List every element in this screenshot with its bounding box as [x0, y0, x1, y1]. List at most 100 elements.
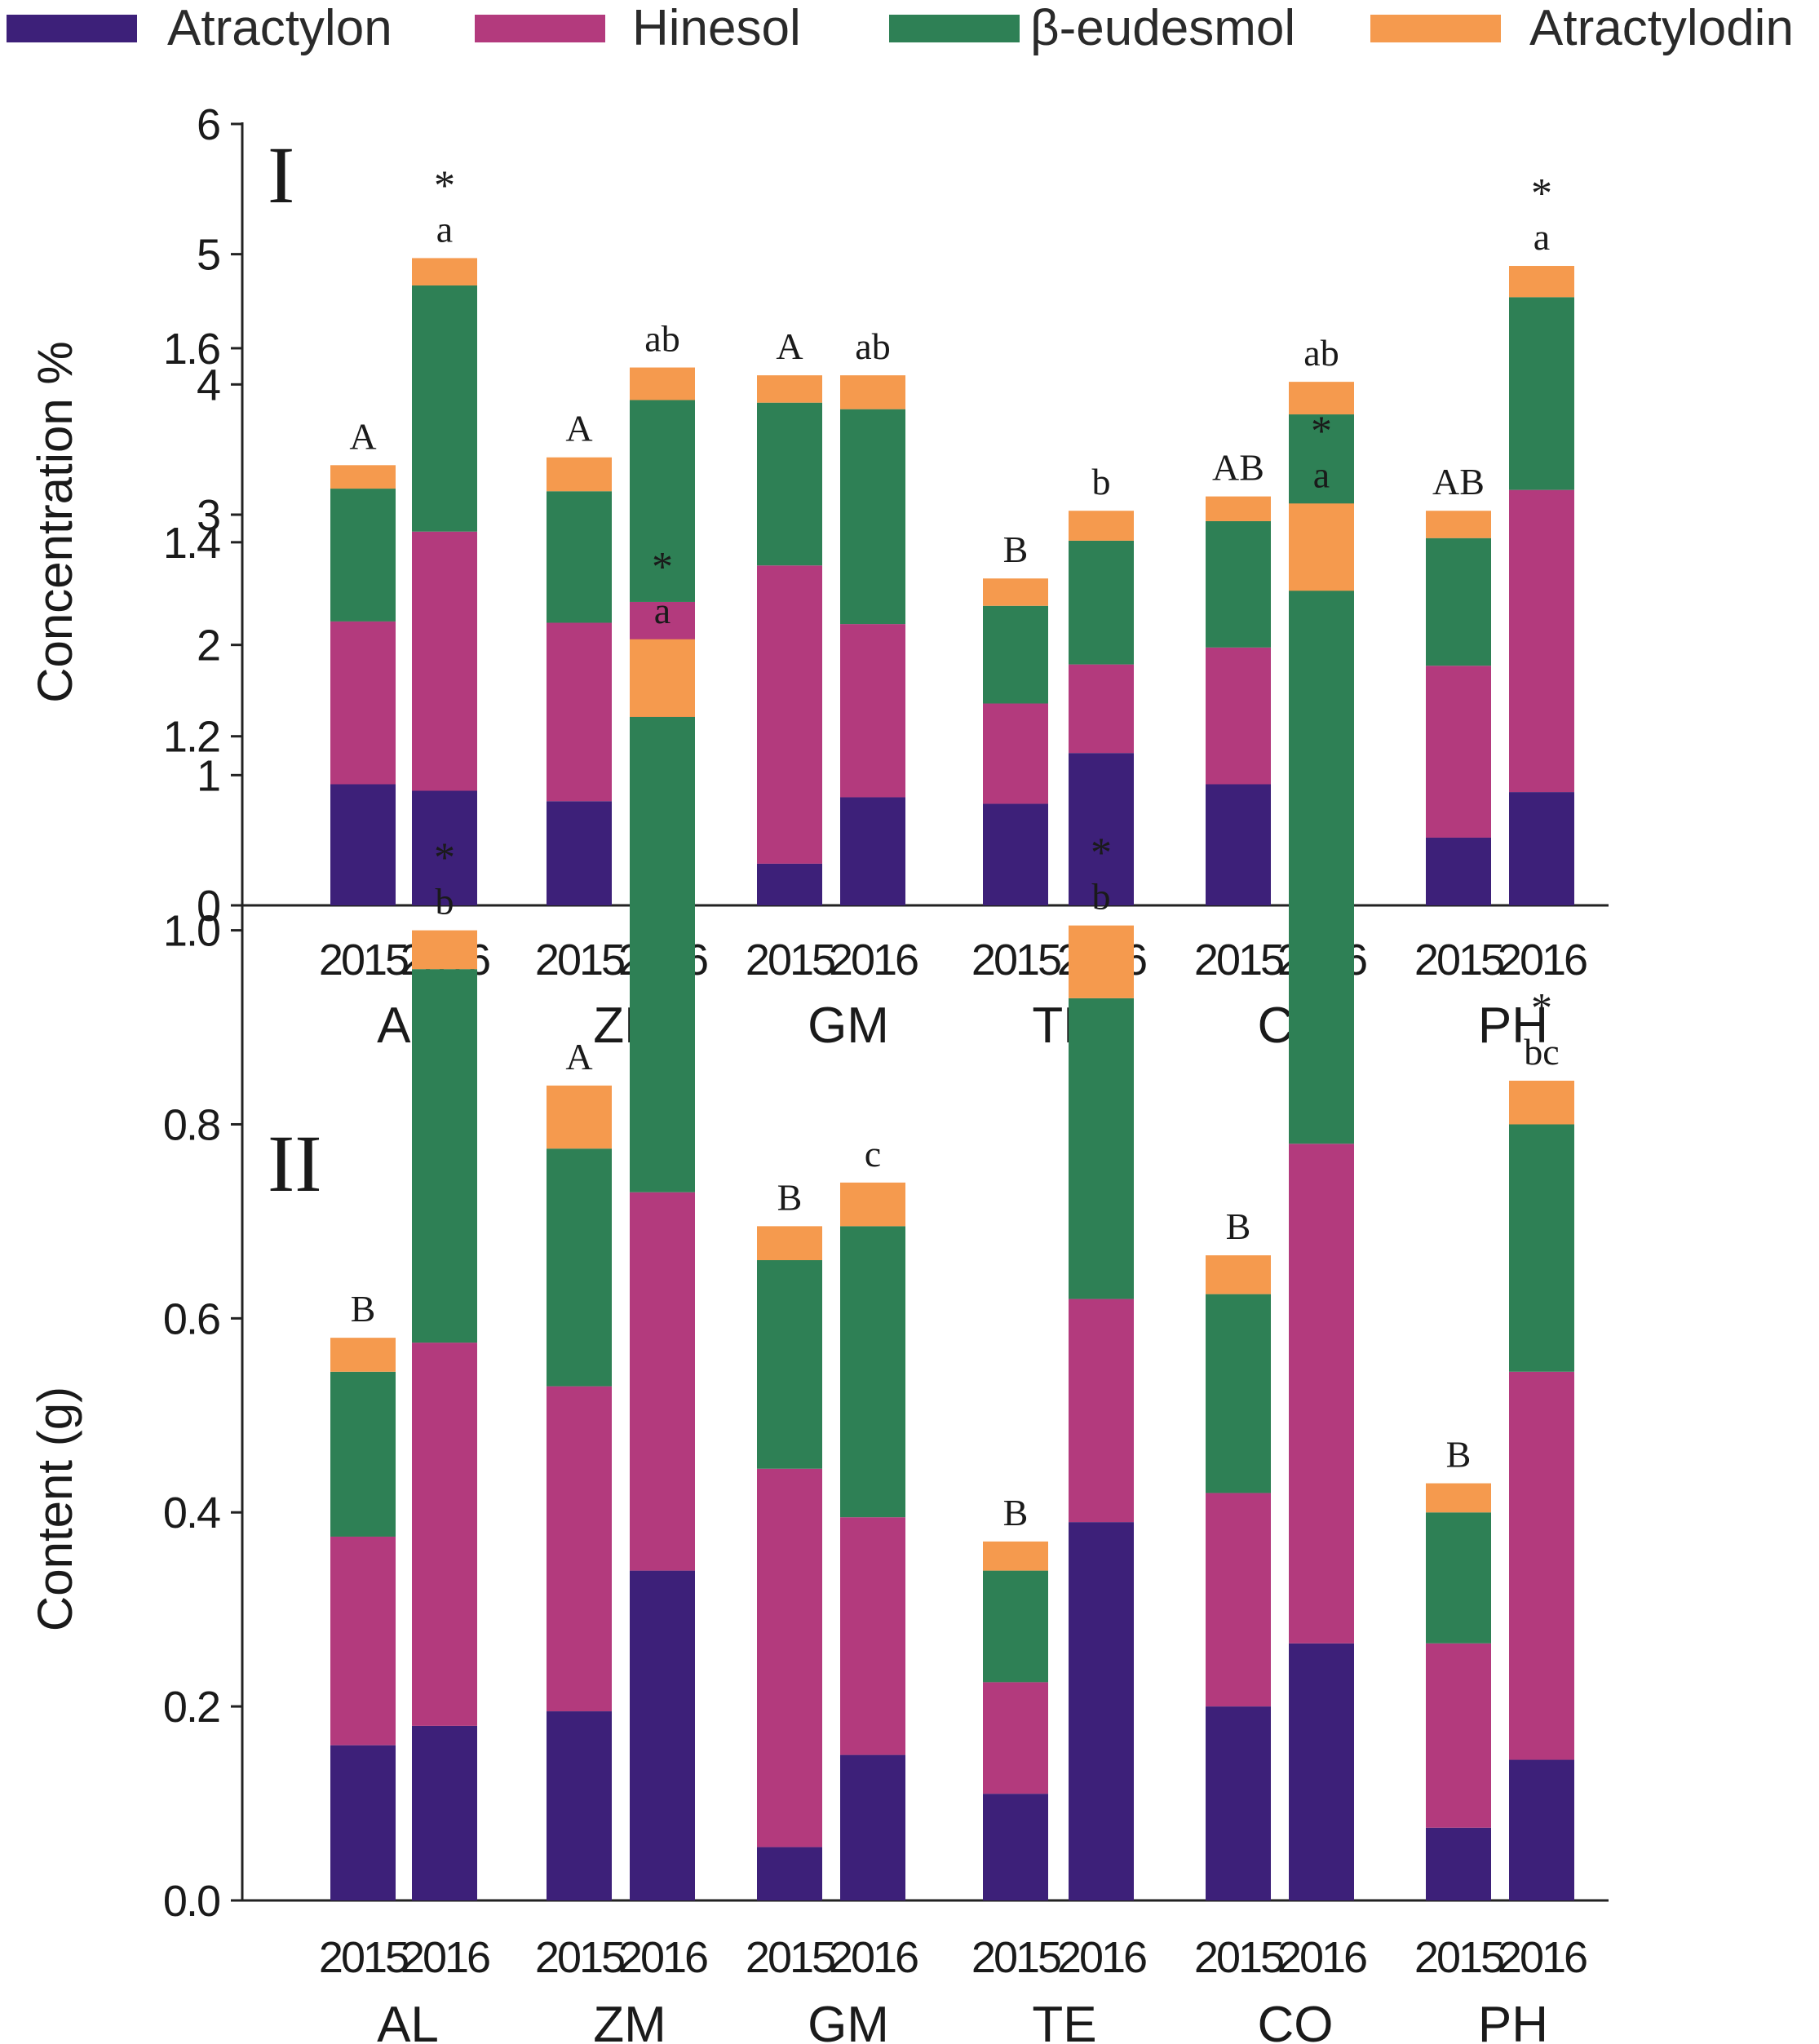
x-tick-label-year: 2015 [746, 1933, 834, 1982]
bar-co-2016-beta-eudesmol [1289, 591, 1354, 1144]
bar-gm-2015-hinesol [757, 1468, 822, 1847]
legend: Atractylon Hinesol β-eudesmol Atractylodin [7, 0, 1794, 56]
bar-al-2016-hinesol [412, 531, 477, 791]
bar-co-2015-atractylodin [1206, 496, 1271, 521]
x-tick-label-year: 2015 [1194, 1933, 1283, 1982]
legend-label-hinesol: Hinesol [632, 0, 801, 56]
y-tick-label: 0.0 [163, 1877, 219, 1926]
bar-co-2016-atractylon [1289, 1643, 1354, 1900]
bar-te-2015-hinesol [983, 1682, 1048, 1794]
bar-ph-2016-atractylodin [1509, 266, 1574, 298]
significance-letter: ab [1303, 332, 1339, 374]
bar-zm-2015-atractylodin [547, 1085, 612, 1149]
bar-gm-2016-atractylodin [840, 375, 905, 409]
bar-te-2016-hinesol [1069, 664, 1134, 754]
significance-letter: B [1003, 1492, 1029, 1533]
x-group-label-co: CO [1258, 1997, 1334, 2044]
significance-star: * [1531, 985, 1552, 1032]
x-tick-label-year: 2016 [618, 1933, 707, 1982]
x-group-label-gm: GM [808, 998, 889, 1054]
x-group-label-te: TE [1032, 1997, 1096, 2044]
panel-label: I [268, 130, 294, 220]
significance-star: * [434, 162, 455, 209]
bar-gm-2016-hinesol [840, 624, 905, 798]
bar-ph-2016-beta-eudesmol [1509, 297, 1574, 490]
y-tick-label: 5 [197, 231, 219, 280]
bar-al-2015-atractylon [330, 1745, 396, 1900]
bar-ph-2015-atractylon [1426, 1827, 1491, 1900]
x-tick-label-year: 2015 [971, 936, 1060, 984]
panel-label: II [268, 1118, 322, 1209]
bar-te-2015-atractylodin [983, 578, 1048, 606]
legend-label-atractylodin: Atractylodin [1529, 0, 1794, 56]
x-tick-label-year: 2016 [829, 936, 918, 984]
legend-swatch-atractylon [7, 15, 137, 42]
bar-ph-2015-hinesol [1426, 666, 1491, 838]
y-tick-label: 4 [197, 361, 220, 409]
bar-gm-2016-beta-eudesmol [840, 1226, 905, 1518]
bar-gm-2016-beta-eudesmol [840, 409, 905, 625]
bar-gm-2016-atractylodin [840, 1182, 905, 1227]
y-tick-label: 0.2 [163, 1683, 219, 1732]
bar-zm-2016-beta-eudesmol [630, 716, 695, 1192]
bar-gm-2015-atractylodin [757, 375, 822, 403]
bar-co-2015-beta-eudesmol [1206, 1294, 1271, 1493]
x-tick-label-year: 2015 [1414, 1933, 1503, 1982]
bar-al-2016-hinesol [412, 1343, 477, 1726]
bar-ph-2016-hinesol [1509, 489, 1574, 793]
y-tick-label: 1.4 [163, 519, 220, 568]
bar-al-2015-atractylon [330, 784, 396, 905]
x-tick-label-year: 2015 [1414, 936, 1503, 984]
bar-co-2015-beta-eudesmol [1206, 520, 1271, 648]
significance-letter: ab [644, 318, 679, 360]
x-group-label-ph: PH [1478, 998, 1548, 1054]
y-tick-label: 1.2 [163, 713, 219, 762]
x-group-label-gm: GM [808, 1997, 889, 2044]
y-tick-label: 2 [197, 622, 219, 670]
significance-letter: A [565, 408, 592, 449]
significance-letter: a [654, 590, 671, 631]
significance-star: * [1531, 170, 1552, 217]
legend-swatch-atractylodin [1370, 15, 1501, 42]
panel-content: II Content (g) 0.0 0.2 0.4 0.6 0.8 1.0 1.2 1.4 1.6… [28, 325, 1609, 2044]
significance-letter: A [776, 325, 803, 367]
bar-ph-2015-atractylodin [1426, 511, 1491, 538]
x-tick-label-year: 2015 [319, 1933, 408, 1982]
bar-ph-2016-hinesol [1509, 1371, 1574, 1760]
x-tick-label-year: 2016 [401, 1933, 489, 1982]
legend-swatch-hinesol [475, 15, 605, 42]
legend-label-atractylon: Atractylon [167, 0, 392, 56]
y-tick-label: 3 [197, 491, 219, 540]
bar-te-2016-hinesol [1069, 1299, 1134, 1523]
bar-co-2015-atractylon [1206, 784, 1271, 905]
bar-gm-2015-beta-eudesmol [757, 1259, 822, 1469]
significance-letter: AB [1212, 447, 1264, 489]
bar-ph-2016-atractylon [1509, 1759, 1574, 1900]
bar-ph-2016-atractylodin [1509, 1080, 1574, 1125]
x-tick-label-year: 2016 [1277, 1933, 1366, 1982]
bar-al-2016-atractylodin [412, 930, 477, 970]
x-tick-label-year: 2015 [535, 1933, 624, 1982]
bar-zm-2015-atractylodin [547, 457, 612, 492]
x-tick-label-year: 2015 [535, 936, 624, 984]
significance-letter: a [436, 208, 453, 250]
significance-letter: a [1534, 216, 1550, 258]
bar-gm-2015-atractylon [757, 1847, 822, 1900]
bar-co-2016-atractylodin [1289, 382, 1354, 415]
y-tick-label: 6 [197, 100, 219, 149]
bar-ph-2015-beta-eudesmol [1426, 538, 1491, 666]
bar-co-2015-atractylon [1206, 1706, 1271, 1900]
y-axis-title: Content (g) [28, 1387, 82, 1631]
significance-letter: A [349, 415, 376, 457]
bar-al-2016-atractylon [412, 1725, 477, 1900]
x-tick-label-year: 2015 [1194, 936, 1283, 984]
bar-te-2015-beta-eudesmol [983, 605, 1048, 704]
y-tick-label: 0.6 [163, 1294, 219, 1343]
bar-zm-2016-atractylodin [630, 367, 695, 400]
x-tick-label-year: 2015 [319, 936, 408, 984]
bar-al-2016-atractylon [412, 790, 477, 905]
significance-star: * [1311, 408, 1332, 454]
bar-zm-2016-beta-eudesmol [630, 400, 695, 602]
bar-zm-2015-atractylon [547, 1711, 612, 1900]
